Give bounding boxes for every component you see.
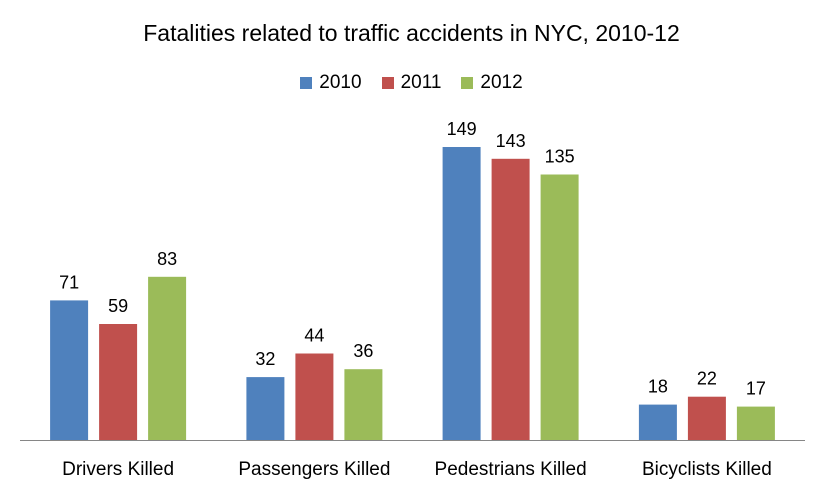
category-label: Drivers Killed — [62, 459, 174, 480]
bar-2012-pedestrians-killed — [540, 174, 579, 440]
legend-item-2010: 2010 — [300, 72, 362, 94]
category-label: Pedestrians Killed — [435, 459, 587, 480]
bar-2010-bicyclists-killed — [638, 404, 677, 440]
bar-2010-pedestrians-killed — [442, 147, 481, 440]
chart-title: Fatalities related to traffic accidents … — [143, 20, 680, 46]
bar-2011-bicyclists-killed — [687, 396, 726, 440]
bar-2010-drivers-killed — [50, 300, 89, 440]
data-label: 32 — [255, 349, 275, 369]
data-label: 135 — [545, 147, 575, 167]
bar-2010-passengers-killed — [246, 377, 285, 440]
data-label: 17 — [746, 379, 766, 399]
data-label: 83 — [157, 249, 177, 269]
legend-label: 2012 — [480, 72, 523, 93]
data-label: 59 — [108, 296, 128, 316]
data-label: 143 — [496, 131, 526, 151]
data-label: 18 — [648, 377, 668, 397]
legend-label: 2011 — [400, 72, 442, 93]
bar-2012-drivers-killed — [148, 276, 187, 440]
legend-swatch — [381, 77, 394, 89]
bar-2011-drivers-killed — [99, 324, 138, 440]
legend: 2010 2011 2012 — [0, 72, 823, 94]
bar-2012-passengers-killed — [344, 369, 383, 440]
legend-item-2012: 2012 — [461, 72, 523, 94]
data-label: 149 — [447, 119, 477, 139]
bar-2011-passengers-killed — [295, 353, 334, 440]
data-label: 36 — [353, 341, 373, 361]
legend-swatch — [461, 77, 474, 89]
data-label: 71 — [59, 272, 79, 292]
bar-2011-pedestrians-killed — [491, 158, 530, 441]
bar-2012-bicyclists-killed — [736, 406, 775, 440]
category-label: Bicyclists Killed — [642, 459, 772, 480]
category-label: Passengers Killed — [238, 459, 390, 480]
legend-item-2011: 2011 — [381, 72, 442, 94]
legend-swatch — [300, 77, 313, 89]
legend-label: 2010 — [319, 72, 362, 93]
data-label: 22 — [697, 369, 717, 389]
data-label: 44 — [304, 326, 324, 346]
